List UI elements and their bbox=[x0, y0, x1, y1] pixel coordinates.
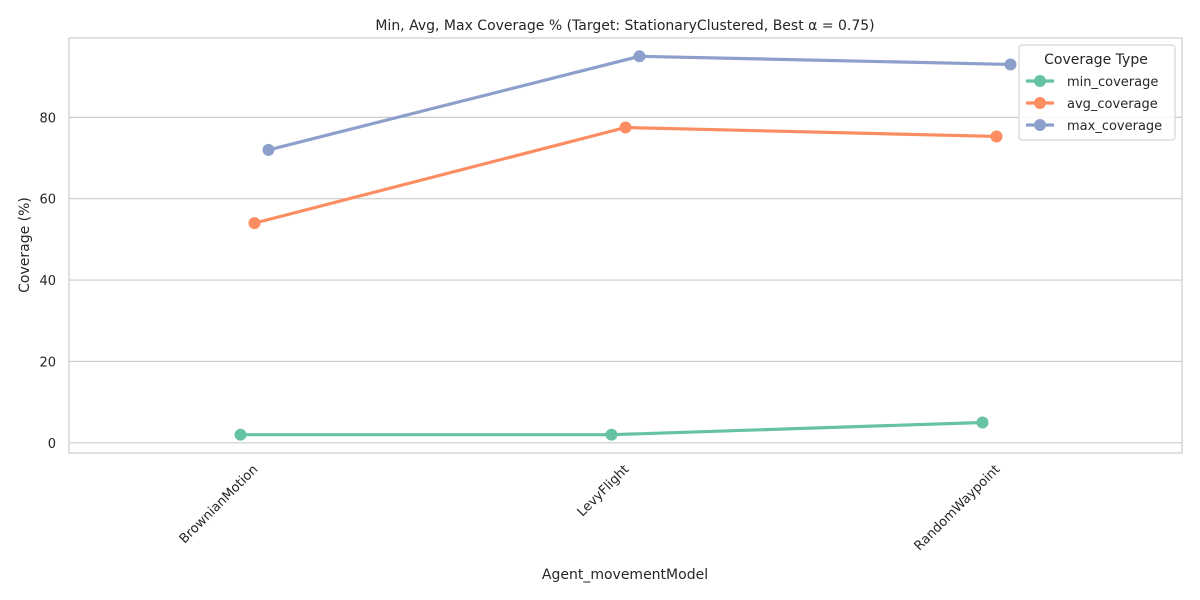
y-tick-label: 40 bbox=[39, 274, 56, 289]
x-tick-label: RandomWaypoint bbox=[912, 462, 1004, 554]
y-tick-label: 20 bbox=[39, 355, 56, 370]
series-max_coverage bbox=[262, 50, 1017, 156]
series-avg_coverage bbox=[248, 121, 1003, 230]
legend-label: avg_coverage bbox=[1067, 97, 1158, 112]
legend-marker bbox=[1034, 97, 1046, 109]
data-point-min_coverage bbox=[234, 428, 247, 441]
data-point-min_coverage bbox=[605, 428, 618, 441]
y-tick-label: 80 bbox=[39, 111, 56, 126]
chart-title: Min, Avg, Max Coverage % (Target: Statio… bbox=[375, 18, 874, 34]
x-tick-label: BrownianMotion bbox=[177, 462, 262, 547]
data-point-max_coverage bbox=[262, 143, 275, 156]
series-line-max_coverage bbox=[266, 54, 1013, 152]
series-group bbox=[234, 50, 1017, 441]
y-tick-labels: 0 20 40 60 80 bbox=[39, 111, 56, 451]
x-tick-labels: BrownianMotion LevyFlight RandomWaypoint bbox=[177, 462, 1004, 554]
plot-area-frame bbox=[68, 37, 1183, 454]
legend: Coverage Type min_coverage avg_coveragema… bbox=[1018, 44, 1176, 141]
legend-item-max_coverage: max_coverage bbox=[1026, 119, 1162, 134]
y-tick-label: 0 bbox=[48, 437, 56, 452]
x-tick-label: LevyFlight bbox=[575, 462, 633, 520]
legend-marker bbox=[1034, 119, 1046, 131]
data-point-max_coverage bbox=[1004, 58, 1017, 71]
series-min_coverage bbox=[234, 416, 989, 441]
legend-marker bbox=[1034, 75, 1046, 87]
legend-items: min_coverage avg_coverage max_coverage bbox=[1026, 75, 1162, 134]
legend-item-avg_coverage: avg_coverage bbox=[1026, 97, 1158, 112]
legend-box bbox=[1018, 44, 1176, 141]
legend-title: Coverage Type bbox=[1044, 52, 1148, 68]
y-gridlines bbox=[69, 116, 1182, 444]
data-point-max_coverage bbox=[633, 50, 646, 63]
y-axis-label: Coverage (%) bbox=[17, 197, 33, 293]
data-point-avg_coverage bbox=[619, 121, 632, 134]
data-point-min_coverage bbox=[976, 416, 989, 429]
x-axis-label: Agent_movementModel bbox=[542, 567, 708, 583]
y-tick-label: 60 bbox=[39, 193, 56, 208]
legend-label: min_coverage bbox=[1067, 75, 1158, 90]
legend-item-min_coverage: min_coverage bbox=[1026, 75, 1158, 90]
data-point-avg_coverage bbox=[990, 130, 1003, 143]
legend-label: max_coverage bbox=[1067, 119, 1162, 134]
series-line-avg_coverage bbox=[252, 125, 999, 225]
data-point-avg_coverage bbox=[248, 217, 261, 230]
